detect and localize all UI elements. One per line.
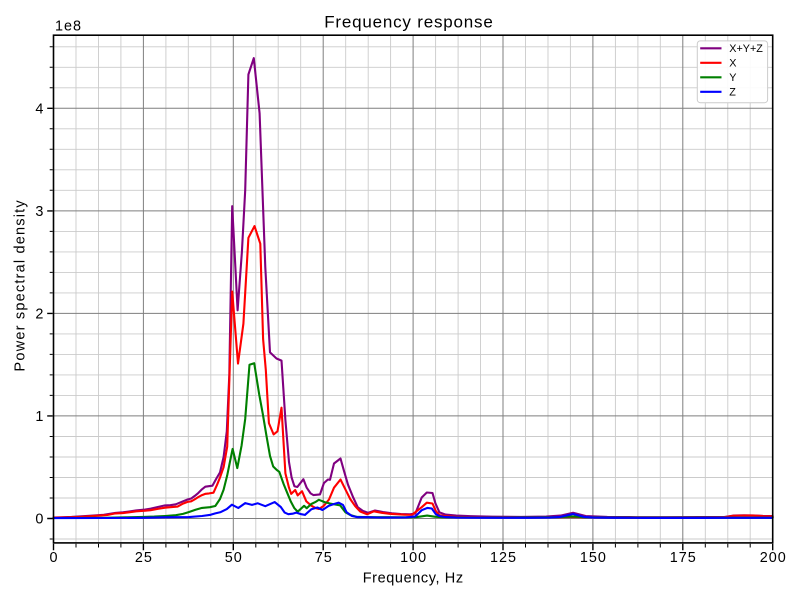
svg-text:Frequency response: Frequency response bbox=[324, 12, 493, 31]
svg-text:2: 2 bbox=[35, 307, 44, 323]
svg-text:75: 75 bbox=[315, 550, 333, 566]
svg-text:X+Y+Z: X+Y+Z bbox=[729, 43, 763, 55]
svg-text:1: 1 bbox=[35, 409, 44, 425]
svg-text:100: 100 bbox=[400, 550, 427, 566]
svg-text:200: 200 bbox=[760, 550, 787, 566]
svg-text:Power spectral density: Power spectral density bbox=[13, 199, 29, 371]
svg-text:4: 4 bbox=[35, 102, 44, 118]
svg-text:X: X bbox=[729, 58, 736, 70]
svg-text:Z: Z bbox=[729, 87, 736, 99]
svg-text:0: 0 bbox=[49, 550, 58, 566]
svg-text:175: 175 bbox=[670, 550, 697, 566]
svg-text:25: 25 bbox=[135, 550, 153, 566]
svg-text:0: 0 bbox=[35, 512, 44, 528]
svg-text:125: 125 bbox=[490, 550, 517, 566]
svg-text:Frequency, Hz: Frequency, Hz bbox=[363, 570, 464, 586]
svg-text:Y: Y bbox=[729, 72, 736, 84]
svg-text:150: 150 bbox=[580, 550, 607, 566]
svg-text:3: 3 bbox=[35, 204, 44, 220]
svg-text:50: 50 bbox=[225, 550, 243, 566]
svg-text:1e8: 1e8 bbox=[55, 19, 82, 35]
